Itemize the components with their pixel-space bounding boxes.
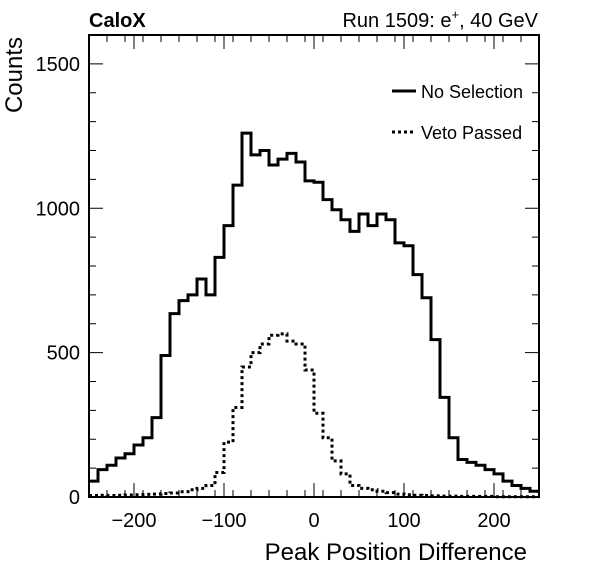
series-line-veto-passed [89, 332, 539, 499]
plot-frame [88, 34, 540, 498]
x-tick-label: −200 [111, 510, 156, 532]
y-tick-label: 1000 [36, 198, 81, 220]
x-tick-label: 200 [477, 510, 510, 532]
legend-label-no-selection: No Selection [421, 82, 523, 102]
series-line-no-selection [89, 131, 539, 493]
y-tick-label: 1500 [36, 54, 81, 76]
header-left-label: CaloX [89, 10, 146, 32]
header-run-prefix: Run 1509: e [342, 10, 451, 32]
y-tick-label: 500 [47, 343, 80, 365]
y-tick-label: 0 [69, 487, 80, 509]
x-tick-label: 100 [387, 510, 420, 532]
x-tick-label: 0 [308, 510, 319, 532]
header-run-label: Run 1509: e+, 40 GeV [342, 7, 538, 32]
header-run-superscript: + [451, 7, 459, 22]
legend: No Selection Veto Passed [392, 82, 523, 143]
legend-label-veto-passed: Veto Passed [421, 123, 522, 143]
x-axis-title: Peak Position Difference [265, 539, 527, 566]
x-tick-label: −100 [201, 510, 246, 532]
header-run-suffix: , 40 GeV [459, 10, 539, 32]
y-axis-title: Counts [1, 37, 28, 113]
